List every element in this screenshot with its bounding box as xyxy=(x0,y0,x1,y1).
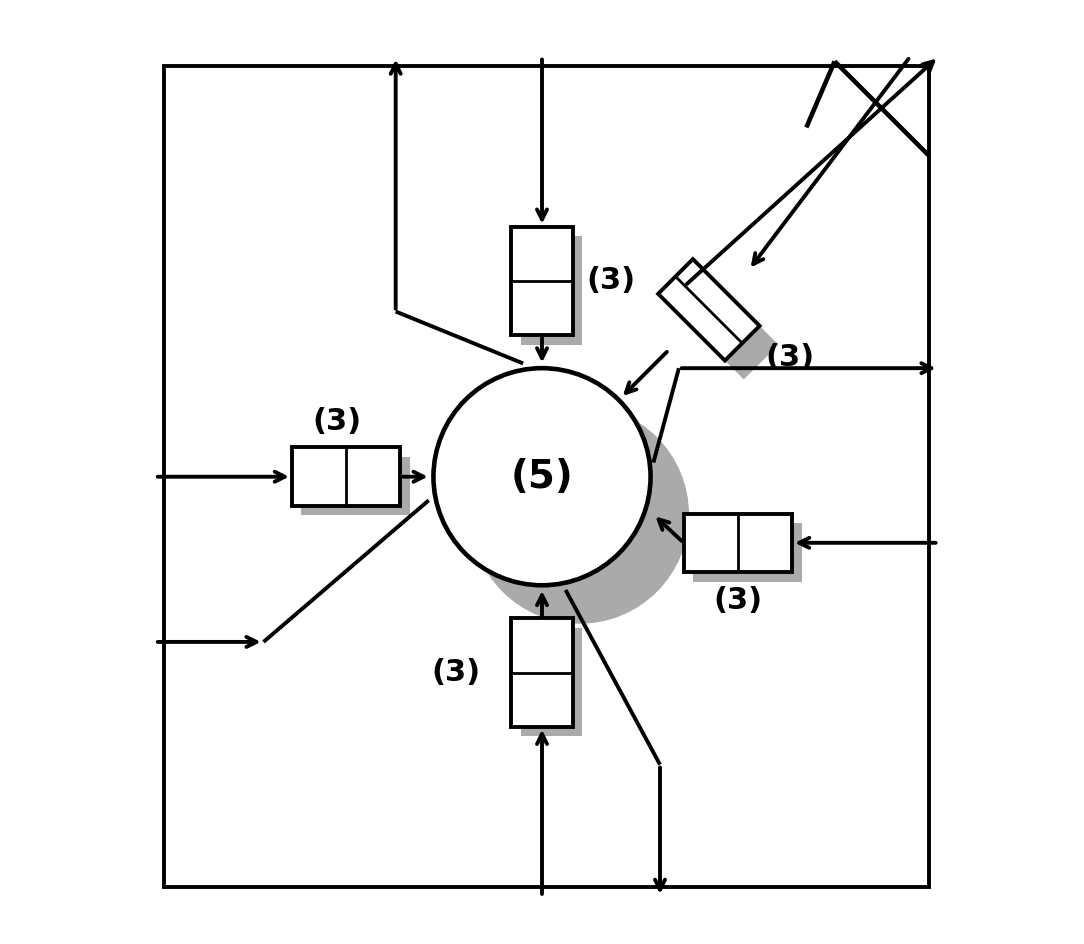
Text: (3): (3) xyxy=(765,343,815,372)
Polygon shape xyxy=(678,278,778,379)
Bar xyxy=(520,628,582,736)
Text: (3): (3) xyxy=(431,658,480,687)
Bar xyxy=(292,447,400,506)
Polygon shape xyxy=(658,259,760,361)
Text: (3): (3) xyxy=(312,407,361,436)
Bar xyxy=(684,514,792,572)
Text: (3): (3) xyxy=(586,266,636,295)
Circle shape xyxy=(434,368,650,585)
Circle shape xyxy=(472,406,688,623)
Bar xyxy=(693,523,801,582)
Bar xyxy=(520,236,582,345)
Bar xyxy=(512,618,572,727)
Bar xyxy=(301,457,410,515)
Text: (5): (5) xyxy=(511,458,573,496)
Bar xyxy=(512,227,572,335)
Text: (3): (3) xyxy=(713,586,762,615)
